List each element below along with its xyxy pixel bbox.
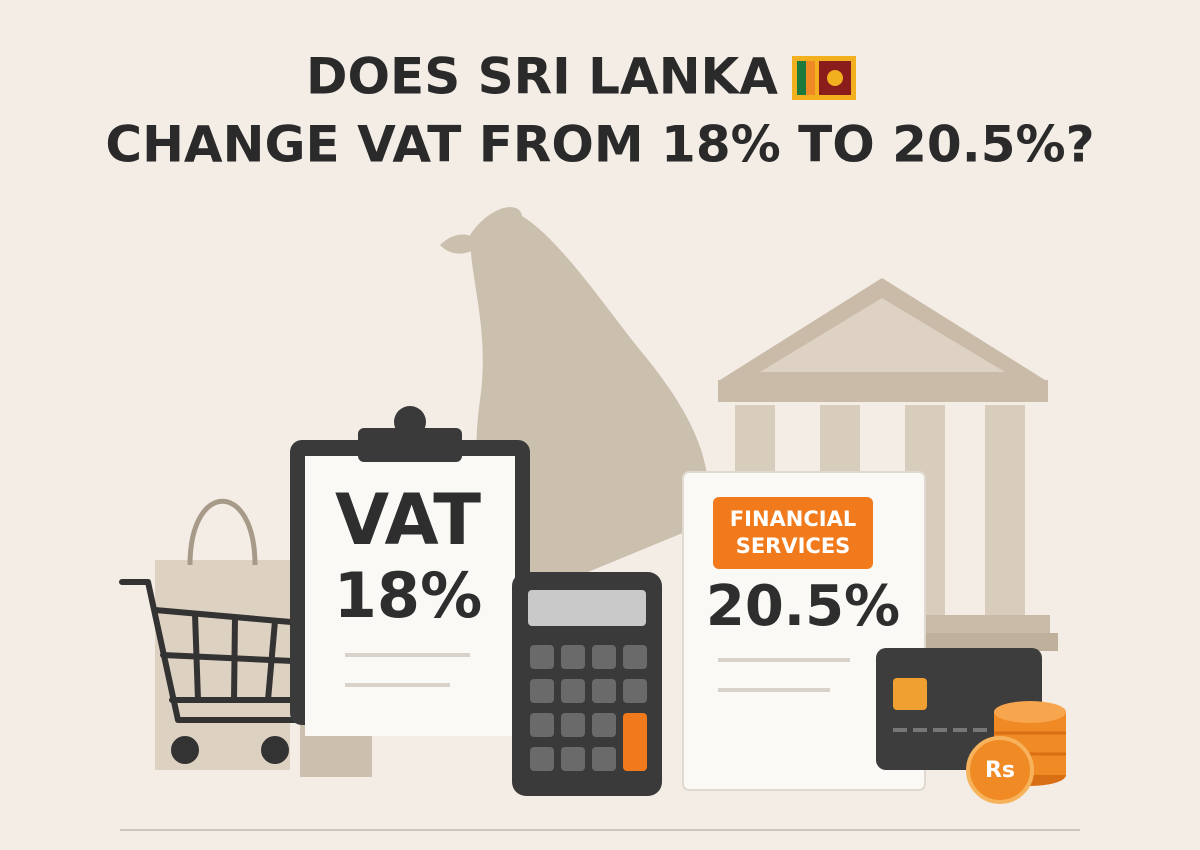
- bank-part: [890, 633, 1058, 651]
- shopping-bag: [155, 498, 290, 770]
- info-card-part: [713, 497, 873, 569]
- title-line: DOES SRI LANKA: [306, 48, 778, 106]
- calculator-key: [530, 645, 554, 669]
- calculator-key: [561, 747, 585, 771]
- coins: [966, 701, 1066, 804]
- cart-part: [119, 579, 303, 723]
- cart-part: [171, 736, 199, 764]
- cart-part: [261, 736, 289, 764]
- calculator-key: [623, 713, 647, 771]
- clipboard-rate: 18%: [334, 559, 482, 632]
- shopping-bag-part: [187, 498, 258, 566]
- island-part: [440, 234, 480, 254]
- calculator: [512, 572, 662, 796]
- calculator-key: [623, 645, 647, 669]
- calculator-key: [561, 713, 585, 737]
- credit-card-part: [893, 678, 927, 710]
- shopping-bag-part: [155, 560, 290, 770]
- flag-part: [797, 61, 806, 95]
- flag: [792, 56, 856, 100]
- clipboard-part: [358, 428, 462, 462]
- bank-part: [985, 405, 1025, 620]
- clipboard-part: [305, 456, 515, 736]
- badge-line: FINANCIAL: [730, 507, 856, 531]
- flag-part: [806, 61, 815, 95]
- calculator-key: [623, 679, 647, 703]
- coins-part: [966, 736, 1034, 804]
- cart-part: [160, 652, 318, 665]
- coins-part: [994, 701, 1066, 723]
- calculator-key: [561, 679, 585, 703]
- calculator-key: [592, 713, 616, 737]
- calculator-key: [530, 713, 554, 737]
- title-line: CHANGE VAT FROM 18% TO 20.5%?: [105, 116, 1094, 174]
- calculator-key: [592, 645, 616, 669]
- flag-part: [827, 70, 843, 86]
- badge-line: SERVICES: [736, 534, 851, 558]
- calculator-part: [528, 590, 646, 626]
- clipboard: [290, 406, 530, 736]
- calculator-key: [561, 645, 585, 669]
- bank-part: [900, 615, 1050, 633]
- calculator-key: [530, 747, 554, 771]
- coin-label: Rs: [985, 758, 1015, 783]
- info-card: [682, 471, 926, 791]
- bank-part: [718, 380, 1048, 402]
- calculator-key: [592, 747, 616, 771]
- bank-part: [760, 298, 1005, 372]
- calculator-key: [530, 679, 554, 703]
- calculator-key: [592, 679, 616, 703]
- card-rate: 20.5%: [706, 574, 900, 639]
- clipboard-label: VAT: [335, 479, 481, 561]
